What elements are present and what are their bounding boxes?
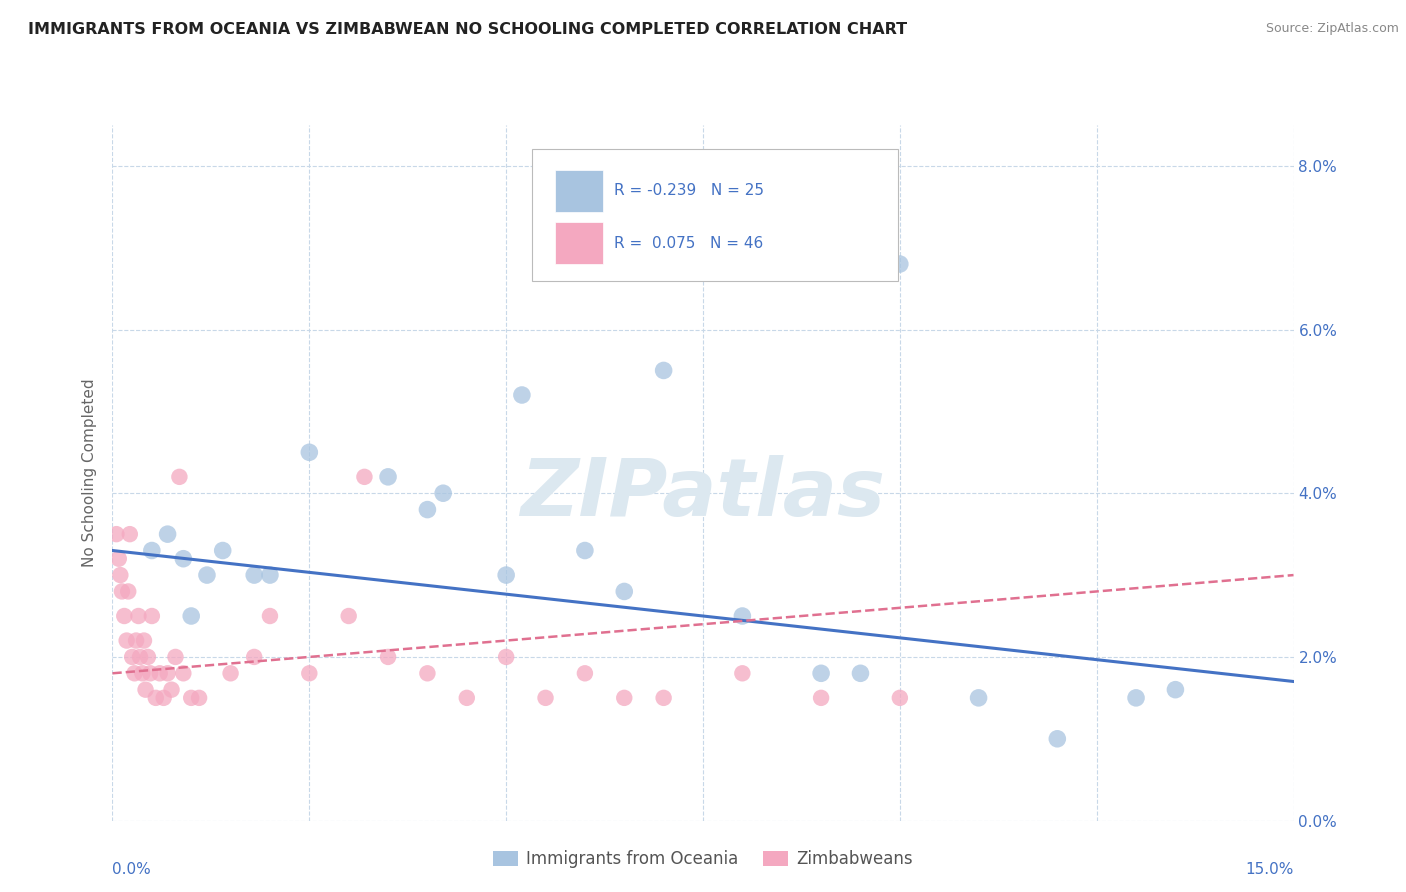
Point	[117, 584, 139, 599]
Point	[377, 470, 399, 484]
Text: R =  0.075   N = 46: R = 0.075 N = 46	[614, 235, 763, 251]
Point	[613, 690, 636, 705]
Point	[243, 568, 266, 582]
Point	[574, 666, 596, 681]
Point	[810, 690, 832, 705]
Point	[259, 609, 281, 624]
Point	[495, 649, 517, 664]
Point	[495, 568, 517, 582]
Point	[115, 633, 138, 648]
Point	[731, 609, 754, 624]
Point	[156, 527, 179, 541]
Point	[432, 486, 454, 500]
Point	[169, 470, 191, 484]
Point	[889, 690, 911, 705]
Point	[613, 584, 636, 599]
Point	[574, 543, 596, 558]
Point	[131, 666, 153, 681]
Point	[110, 568, 132, 582]
Point	[849, 666, 872, 681]
Point	[132, 633, 155, 648]
Point	[129, 649, 152, 664]
Point	[456, 690, 478, 705]
Point	[652, 690, 675, 705]
Legend: Immigrants from Oceania, Zimbabweans: Immigrants from Oceania, Zimbabweans	[486, 844, 920, 875]
Point	[180, 609, 202, 624]
Point	[298, 445, 321, 459]
Point	[165, 649, 187, 664]
Point	[125, 633, 148, 648]
Point	[967, 690, 990, 705]
Point	[135, 682, 157, 697]
Point	[136, 649, 159, 664]
Point	[337, 609, 360, 624]
Point	[889, 257, 911, 271]
Point	[534, 690, 557, 705]
Point	[1164, 682, 1187, 697]
Point	[160, 682, 183, 697]
Point	[141, 609, 163, 624]
Point	[172, 551, 194, 566]
Point	[127, 609, 149, 624]
Point	[152, 690, 174, 705]
Point	[141, 543, 163, 558]
Point	[118, 527, 141, 541]
Bar	[555, 170, 603, 212]
Text: 15.0%: 15.0%	[1246, 863, 1294, 878]
Point	[180, 690, 202, 705]
FancyBboxPatch shape	[531, 149, 898, 281]
Point	[111, 584, 134, 599]
Y-axis label: No Schooling Completed: No Schooling Completed	[82, 378, 97, 567]
Point	[219, 666, 242, 681]
Point	[1046, 731, 1069, 746]
Point	[259, 568, 281, 582]
Point	[652, 363, 675, 377]
Text: 0.0%: 0.0%	[112, 863, 152, 878]
Point	[353, 470, 375, 484]
Point	[211, 543, 233, 558]
Point	[416, 666, 439, 681]
Point	[139, 666, 162, 681]
Text: ZIPatlas: ZIPatlas	[520, 455, 886, 533]
Point	[416, 502, 439, 516]
Point	[1125, 690, 1147, 705]
Point	[188, 690, 211, 705]
Point	[195, 568, 218, 582]
Point	[731, 666, 754, 681]
Point	[377, 649, 399, 664]
Point	[112, 609, 135, 624]
Point	[810, 666, 832, 681]
Point	[510, 388, 533, 402]
Point	[107, 551, 129, 566]
Text: Source: ZipAtlas.com: Source: ZipAtlas.com	[1265, 22, 1399, 36]
Point	[243, 649, 266, 664]
Text: R = -0.239   N = 25: R = -0.239 N = 25	[614, 184, 765, 199]
Point	[172, 666, 194, 681]
Point	[145, 690, 167, 705]
Text: IMMIGRANTS FROM OCEANIA VS ZIMBABWEAN NO SCHOOLING COMPLETED CORRELATION CHART: IMMIGRANTS FROM OCEANIA VS ZIMBABWEAN NO…	[28, 22, 907, 37]
Point	[105, 527, 128, 541]
Point	[149, 666, 172, 681]
Point	[121, 649, 143, 664]
Bar	[555, 222, 603, 264]
Point	[156, 666, 179, 681]
Point	[124, 666, 146, 681]
Point	[298, 666, 321, 681]
